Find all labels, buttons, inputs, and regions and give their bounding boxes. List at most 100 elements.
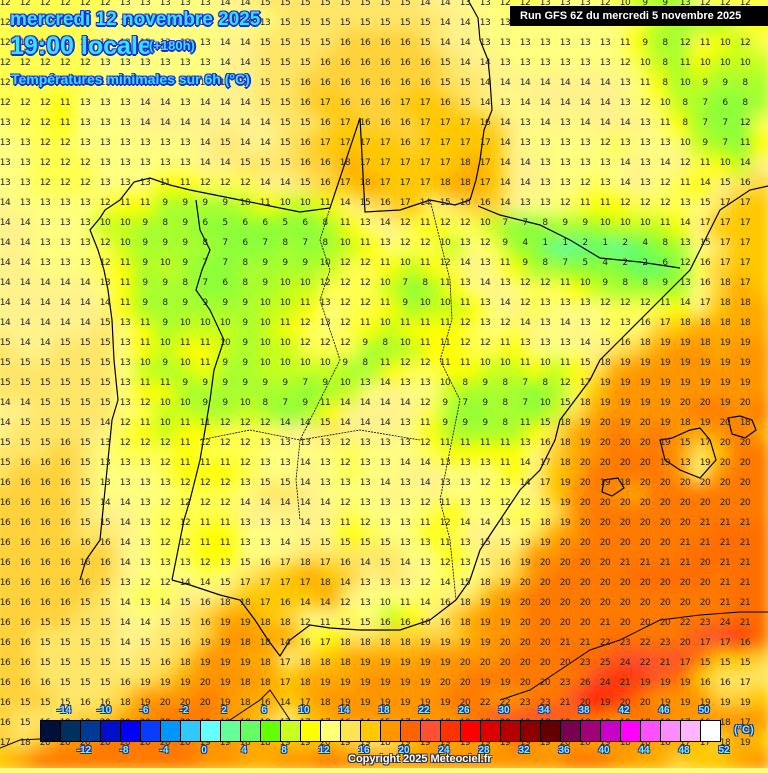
grid-value: 14: [199, 98, 211, 108]
grid-value: 13: [639, 138, 651, 148]
grid-value: 7: [302, 238, 308, 248]
grid-value: 12: [0, 78, 11, 88]
grid-value: 19: [639, 378, 651, 388]
grid-value: 12: [439, 558, 451, 568]
grid-value: 20: [679, 598, 691, 608]
grid-value: 11: [419, 318, 431, 328]
grid-value: 16: [0, 618, 11, 628]
grid-value: 20: [739, 398, 751, 408]
grid-value: 10: [259, 318, 271, 328]
grid-value: 13: [119, 38, 131, 48]
grid-value: 18: [119, 698, 131, 708]
grid-value: 9: [182, 378, 188, 388]
grid-value: 19: [199, 638, 211, 648]
grid-value: 16: [499, 558, 511, 568]
legend-label-top: -2: [179, 705, 189, 716]
grid-value: 20: [599, 458, 611, 468]
grid-value: 14: [0, 398, 11, 408]
legend-label-bottom: 52: [718, 745, 730, 756]
grid-value: 16: [459, 198, 471, 208]
grid-value: 15: [319, 418, 331, 428]
grid-value: 13: [99, 78, 111, 88]
grid-value: 20: [579, 498, 591, 508]
grid-value: 12: [19, 98, 31, 108]
grid-value: 15: [99, 398, 111, 408]
grid-value: 12: [739, 0, 751, 8]
grid-value: 13: [459, 558, 471, 568]
grid-value: 19: [359, 698, 371, 708]
grid-value: 20: [619, 618, 631, 628]
grid-value: 11: [279, 318, 291, 328]
grid-value: 13: [159, 478, 171, 488]
grid-value: 9: [222, 398, 228, 408]
grid-value: 8: [502, 398, 508, 408]
grid-value: 12: [599, 138, 611, 148]
grid-value: 15: [59, 398, 71, 408]
grid-value: 13: [119, 398, 131, 408]
legend-label-top: -6: [139, 705, 149, 716]
grid-value: 8: [202, 238, 208, 248]
grid-value: 12: [39, 0, 51, 8]
grid-value: 13: [119, 318, 131, 328]
grid-value: 15: [79, 498, 91, 508]
grid-value: 20: [59, 738, 71, 748]
grid-value: 12: [319, 338, 331, 348]
grid-value: 19: [319, 678, 331, 688]
grid-value: 13: [139, 598, 151, 608]
grid-value: 18: [719, 278, 731, 288]
grid-value: 14: [119, 598, 131, 608]
grid-value: 9: [182, 198, 188, 208]
grid-value: 17: [279, 578, 291, 588]
grid-value: 23: [539, 698, 551, 708]
grid-value: 14: [519, 318, 531, 328]
grid-value: 14: [279, 498, 291, 508]
grid-value: 15: [259, 38, 271, 48]
grid-value: 16: [379, 198, 391, 208]
grid-value: 19: [699, 358, 711, 368]
grid-value: 14: [159, 98, 171, 108]
legend-label-bottom: 44: [638, 745, 650, 756]
grid-value: 8: [242, 258, 248, 268]
grid-value: 14: [199, 158, 211, 168]
grid-value: 11: [439, 358, 451, 368]
grid-value: 19: [659, 678, 671, 688]
grid-value: 13: [499, 38, 511, 48]
grid-value: 14: [0, 198, 11, 208]
grid-value: 9: [462, 418, 468, 428]
grid-value: 18: [699, 338, 711, 348]
grid-value: 14: [379, 218, 391, 228]
grid-value: 13: [119, 478, 131, 488]
grid-value: 19: [339, 698, 351, 708]
grid-value: 7: [502, 218, 508, 228]
grid-value: 12: [359, 278, 371, 288]
grid-value: 16: [399, 78, 411, 88]
grid-value: 15: [19, 698, 31, 708]
grid-value: 16: [39, 578, 51, 588]
grid-value: 15: [279, 138, 291, 148]
grid-value: 10: [279, 358, 291, 368]
grid-value: 12: [59, 138, 71, 148]
grid-value: 16: [439, 618, 451, 628]
grid-value: 19: [659, 438, 671, 448]
grid-value: 18: [379, 638, 391, 648]
grid-value: 13: [139, 518, 151, 528]
grid-value: 13: [679, 198, 691, 208]
grid-value: 12: [679, 158, 691, 168]
grid-value: 20: [619, 498, 631, 508]
grid-value: 19: [499, 618, 511, 628]
grid-value: 15: [359, 0, 371, 8]
grid-value: 13: [519, 438, 531, 448]
grid-value: 13: [79, 258, 91, 268]
grid-value: 15: [359, 618, 371, 628]
grid-value: 13: [539, 58, 551, 68]
grid-value: 7: [722, 118, 728, 128]
grid-value: 19: [679, 378, 691, 388]
grid-value: 13: [79, 98, 91, 108]
grid-value: 13: [299, 438, 311, 448]
grid-value: 11: [139, 418, 151, 428]
grid-value: 12: [439, 218, 451, 228]
grid-value: 14: [539, 118, 551, 128]
grid-value: 10: [279, 278, 291, 288]
grid-value: 15: [259, 478, 271, 488]
grid-value: 19: [219, 658, 231, 668]
